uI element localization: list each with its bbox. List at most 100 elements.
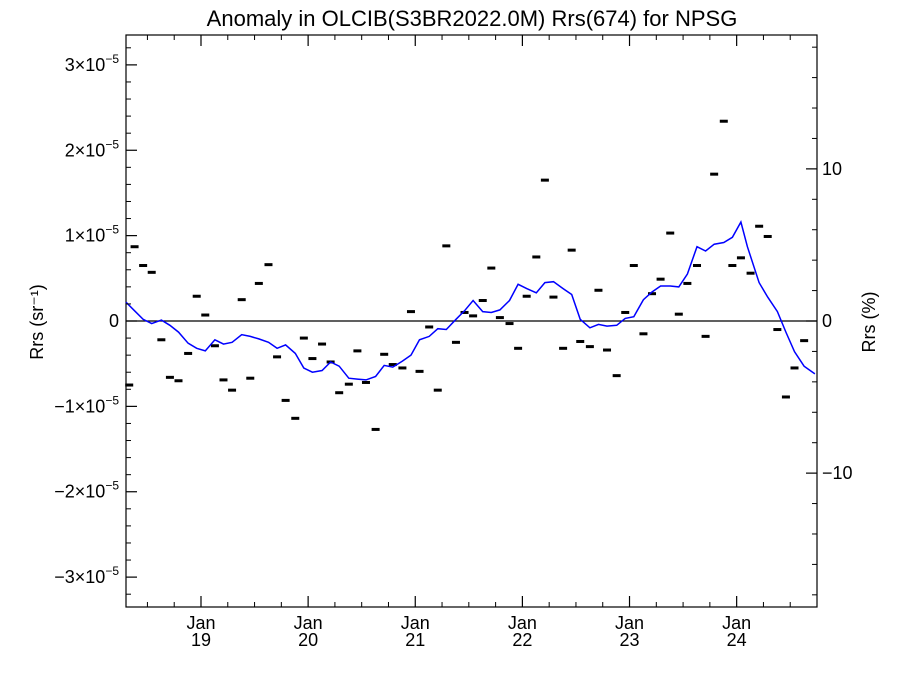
data-point — [139, 264, 148, 268]
x-tick-year: 24 — [727, 630, 747, 650]
data-point — [621, 310, 630, 314]
plot-area — [125, 34, 818, 608]
left-tick-label: 3×10−5 — [65, 52, 120, 75]
data-point — [603, 348, 612, 352]
data-point — [629, 264, 638, 268]
data-point — [540, 178, 549, 182]
left-tick-label: 2×10−5 — [65, 137, 120, 160]
data-point — [174, 379, 183, 383]
data-point — [184, 351, 193, 355]
data-point — [639, 332, 648, 336]
data-point — [763, 234, 772, 238]
x-tick-month: Jan — [186, 613, 215, 633]
x-tick-month: Jan — [508, 613, 537, 633]
data-point — [425, 325, 434, 329]
data-point — [219, 378, 228, 382]
data-point — [532, 255, 541, 259]
data-point — [125, 383, 134, 387]
data-point — [291, 416, 300, 420]
data-point — [478, 299, 487, 303]
x-tick-month: Jan — [401, 613, 430, 633]
data-point — [487, 266, 496, 270]
left-tick-label: 0 — [109, 311, 119, 331]
data-point — [228, 388, 237, 392]
right-tick-label: 0 — [822, 311, 832, 331]
data-point — [147, 270, 156, 274]
data-point — [210, 344, 219, 348]
data-point — [361, 380, 370, 384]
data-point — [254, 281, 263, 285]
data-point — [693, 264, 702, 268]
left-tick-label: −2×10−5 — [54, 479, 119, 502]
running-mean-line — [125, 220, 816, 381]
data-point — [585, 345, 594, 349]
data-point — [433, 388, 442, 392]
data-point — [736, 256, 745, 260]
data-point — [406, 310, 415, 314]
data-point — [549, 295, 558, 299]
right-tick-label: 10 — [822, 159, 842, 179]
data-point — [746, 271, 755, 275]
data-point — [264, 263, 273, 267]
data-point — [656, 277, 665, 281]
data-point — [318, 342, 327, 346]
data-point — [576, 339, 585, 343]
data-point — [308, 357, 317, 361]
data-point — [157, 338, 166, 342]
data-point — [800, 339, 809, 343]
x-tick-month: Jan — [722, 613, 751, 633]
data-point — [790, 366, 799, 370]
data-point — [683, 281, 692, 285]
data-point — [371, 427, 380, 431]
data-point — [380, 352, 389, 356]
data-point — [522, 294, 531, 298]
data-point — [281, 398, 290, 402]
chart-title: Anomaly in OLCIB(S3BR2022.0M) Rrs(674) f… — [207, 6, 738, 31]
x-tick-year: 22 — [512, 630, 532, 650]
data-point — [505, 322, 514, 326]
data-point — [273, 355, 282, 359]
data-point — [469, 314, 478, 318]
data-point — [719, 119, 728, 123]
right-axis-label: Rrs (%) — [859, 292, 879, 353]
left-tick-label: 1×10−5 — [65, 223, 120, 246]
data-point — [710, 172, 719, 176]
data-point — [773, 328, 782, 332]
x-tick-month: Jan — [294, 613, 323, 633]
data-point — [701, 334, 710, 338]
data-point — [299, 336, 308, 340]
right-tick-label: −10 — [822, 463, 853, 483]
data-point — [353, 349, 362, 353]
data-point — [451, 340, 460, 344]
left-axis-ticks: 3×10−5 2×10−5 1×10−5 0 −1×10−5 −2×10−5 −3×10−5 — [54, 47, 137, 595]
data-point — [755, 224, 764, 228]
data-point — [398, 366, 407, 370]
data-point — [567, 248, 576, 252]
data-point — [237, 298, 246, 302]
x-tick-year: 20 — [298, 630, 318, 650]
data-point — [415, 369, 424, 373]
data-point — [648, 292, 657, 296]
left-tick-label: −3×10−5 — [54, 564, 119, 587]
x-tick-year: 21 — [405, 630, 425, 650]
x-tick-month: Jan — [615, 613, 644, 633]
data-point — [728, 264, 737, 268]
left-axis-label: Rrs (sr⁻¹) — [27, 284, 47, 359]
data-point — [344, 382, 353, 386]
right-axis-ticks: 10 0 −10 — [806, 46, 853, 596]
data-point — [514, 346, 523, 350]
data-point — [442, 244, 451, 248]
data-point — [246, 376, 255, 380]
data-point — [460, 310, 469, 314]
x-tick-year: 19 — [191, 630, 211, 650]
data-point — [674, 312, 683, 316]
left-tick-label: −1×10−5 — [54, 393, 119, 416]
data-point — [201, 313, 210, 317]
data-point — [559, 346, 568, 350]
data-point — [388, 363, 397, 367]
data-point — [781, 395, 790, 399]
data-point — [495, 316, 504, 320]
data-point — [666, 231, 675, 235]
